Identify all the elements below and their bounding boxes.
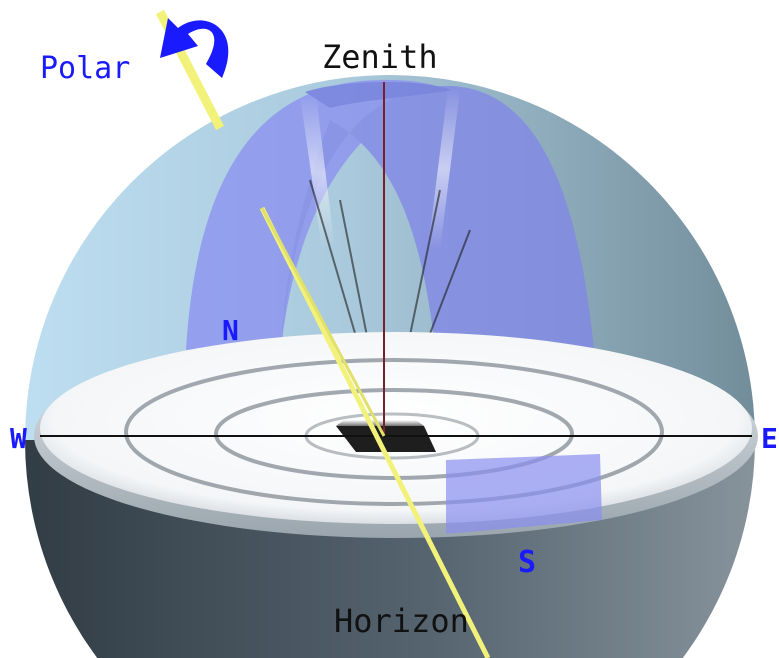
curved-arrow-icon (160, 18, 229, 78)
west-label: W (10, 422, 27, 455)
light-shaft-left (300, 95, 335, 250)
polar-axis-main-segment (259, 206, 491, 658)
south-arc-band-front (446, 454, 602, 534)
polar-axis-inner (260, 207, 386, 437)
east-label: E (761, 422, 778, 455)
south-label: S (518, 545, 536, 580)
ring-outer (124, 358, 664, 506)
north-label: N (222, 314, 239, 347)
polar-label: Polar (40, 51, 130, 86)
horizon-label: Horizon (334, 602, 469, 640)
ring-middle (214, 388, 574, 480)
arc-overlap-top (305, 81, 452, 108)
north-arc-band (186, 79, 452, 350)
zenith-label: Zenith (322, 38, 438, 76)
observer-block (336, 420, 436, 452)
